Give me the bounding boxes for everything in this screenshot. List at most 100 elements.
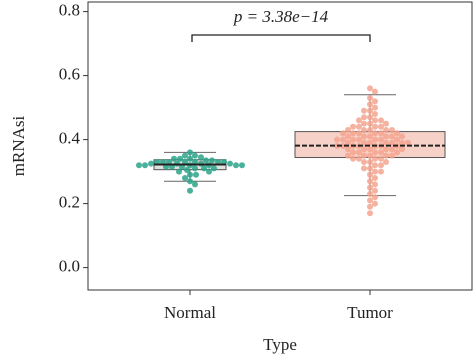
point [187,178,193,185]
point [221,159,227,165]
point [187,149,193,156]
point [367,184,373,191]
point [378,149,384,156]
point [399,139,405,146]
point [378,162,384,169]
point [350,155,356,162]
point [334,136,340,143]
point [372,149,378,156]
point [383,146,389,153]
point [389,146,395,153]
point [361,139,367,146]
point [148,160,154,167]
point [372,104,378,111]
point [383,120,389,127]
point [389,152,395,159]
point [356,155,362,162]
point [345,133,351,140]
point [394,130,400,137]
point [142,162,148,169]
point [350,136,356,143]
point [367,146,373,153]
point [399,146,405,153]
point [367,178,373,185]
point [361,159,367,165]
point [192,159,198,165]
point [372,187,378,194]
point [367,203,373,210]
point [361,120,367,127]
point [345,127,351,133]
point [182,152,188,159]
y-tick-label: 0.6 [59,65,80,84]
point [378,136,384,143]
point [367,139,373,146]
point [367,159,373,165]
point [182,175,188,181]
point [367,107,373,114]
point [184,167,190,173]
point [192,165,198,172]
point [361,133,367,140]
point [211,165,217,172]
point [201,165,207,172]
point [345,139,351,146]
point [378,155,384,162]
y-axis-label: mRNAsi [9,116,28,177]
point [405,139,411,146]
point [356,117,362,124]
point [372,136,378,143]
point [203,157,209,164]
point [367,120,373,127]
x-tick-label: Normal [164,303,216,322]
point [340,130,346,137]
point [356,149,362,156]
point [383,152,389,159]
point [198,154,204,161]
point [176,168,182,175]
point [187,155,193,162]
point [154,159,160,165]
point [345,152,351,159]
point [340,136,346,143]
point [372,111,378,117]
point [372,200,378,207]
point [367,85,373,92]
point [367,127,373,133]
point [372,117,378,124]
point [372,162,378,169]
point [171,155,177,162]
plot-frame [87,1,473,291]
point [372,181,378,188]
point [361,146,367,153]
y-tick-label: 0.2 [59,193,80,212]
point [192,181,198,188]
point [206,168,212,175]
point [372,194,378,201]
point [361,127,367,133]
point [345,146,351,153]
point [361,107,367,114]
p-value: p = 3.38e−14 [233,7,329,26]
point [372,130,378,137]
point [394,149,400,156]
point [187,171,193,178]
point [389,133,395,140]
point [340,143,346,149]
point [378,130,384,137]
point [233,162,239,169]
point [378,168,384,175]
point [383,133,389,140]
y-tick-label: 0.0 [59,257,80,276]
point [367,171,373,178]
point [367,191,373,197]
point [239,162,245,169]
point [372,155,378,162]
point [209,157,215,164]
point [361,165,367,172]
point [383,139,389,146]
point [394,136,400,143]
point [372,98,378,105]
point [383,127,389,133]
